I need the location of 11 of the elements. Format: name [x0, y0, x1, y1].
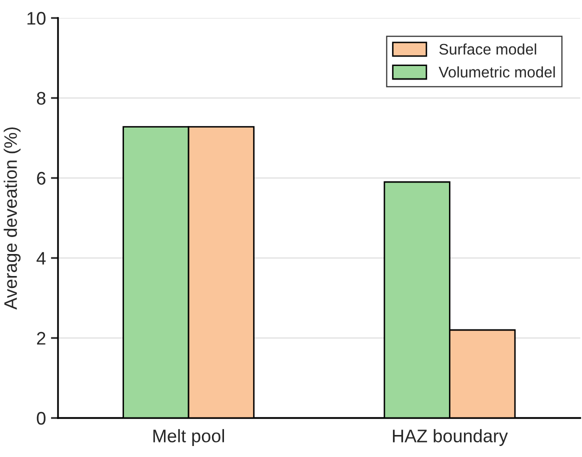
y-tick-label: 4	[36, 252, 46, 265]
x-tick-label: HAZ boundary	[392, 429, 508, 446]
y-tick-label: 2	[37, 332, 46, 345]
y-tick-label: 10	[27, 12, 46, 25]
legend-label: Surface model	[439, 43, 536, 55]
x-tick-label: Melt pool	[153, 429, 224, 446]
y-axis-title: Average deveation (%)	[4, 127, 21, 310]
y-tick-label: 6	[37, 172, 46, 185]
y-tick-label: 0	[36, 412, 46, 425]
legend-label: Volumetric model	[438, 66, 555, 78]
y-tick-label: 8	[36, 92, 46, 105]
